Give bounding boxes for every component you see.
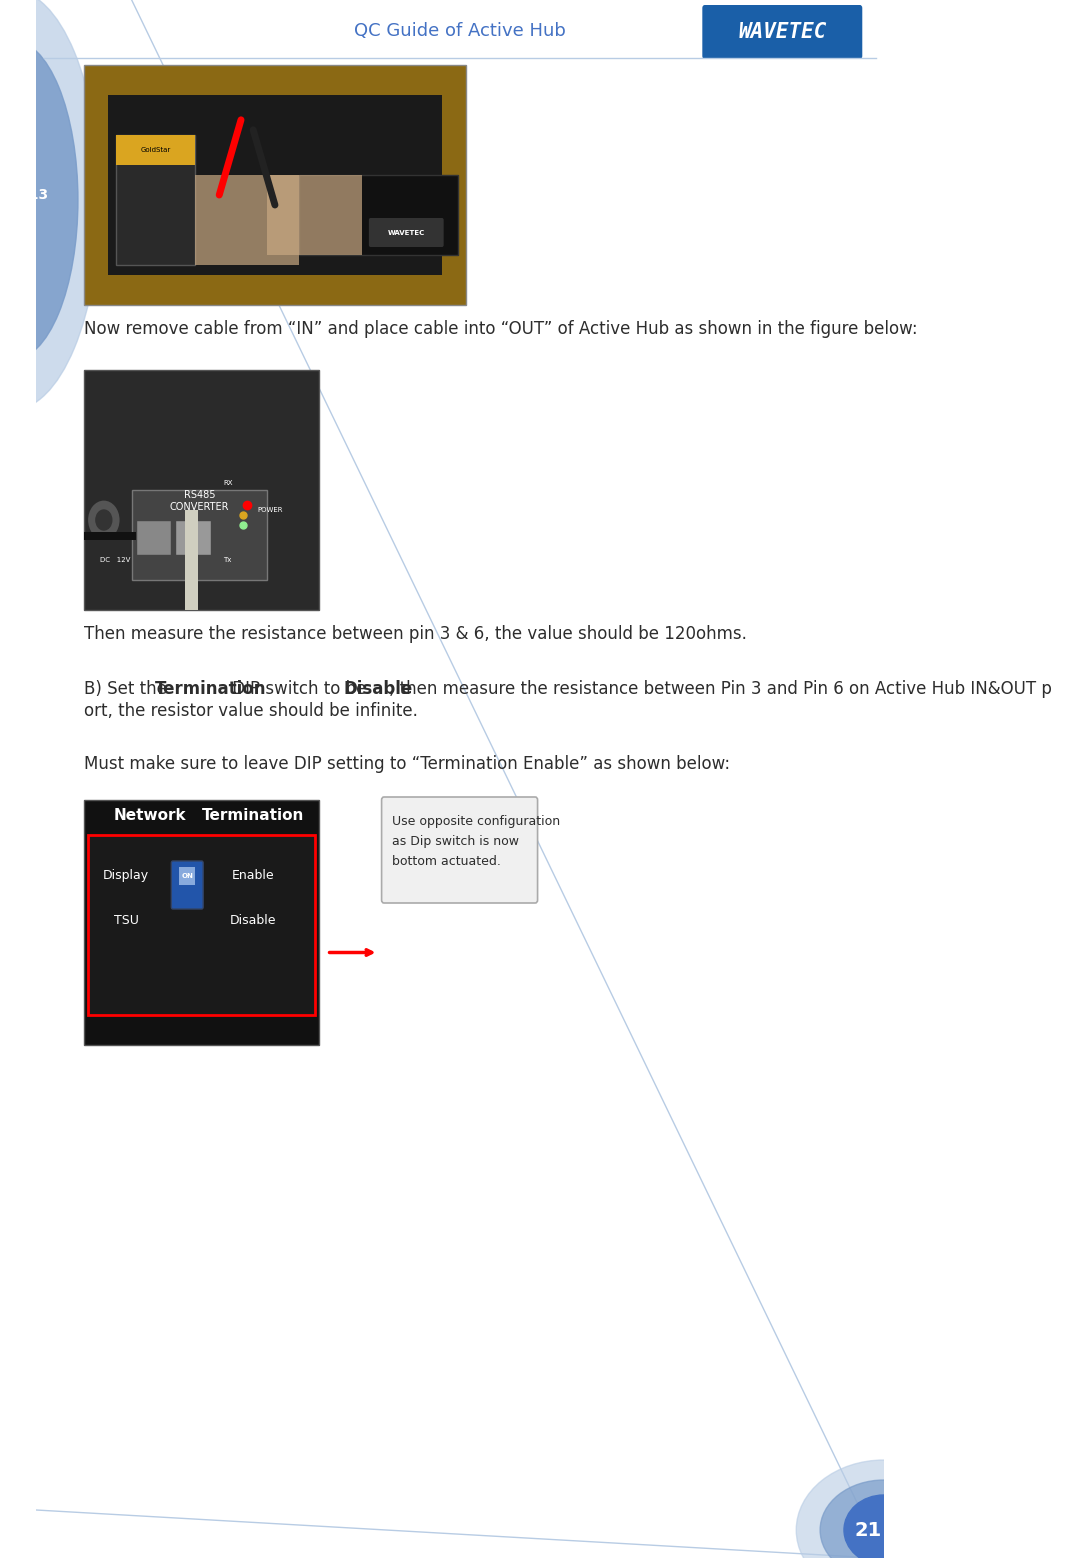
Text: Must make sure to leave DIP setting to “Termination Enable” as shown below:: Must make sure to leave DIP setting to “… [84, 756, 731, 773]
Text: Termination: Termination [155, 679, 267, 698]
Text: QC Guide of Active Hub: QC Guide of Active Hub [354, 22, 566, 41]
Bar [84, 369, 318, 611]
Text: Disable: Disable [230, 913, 276, 927]
Bar [84, 65, 466, 305]
Bar [132, 491, 267, 580]
Text: IN: IN [190, 556, 198, 566]
Text: Display: Display [103, 868, 149, 882]
FancyBboxPatch shape [381, 798, 538, 904]
Bar [84, 799, 318, 1045]
Bar [185, 509, 198, 611]
Text: , then measure the resistance between Pin 3 and Pin 6 on Active Hub IN&OUT p: , then measure the resistance between Pi… [389, 679, 1052, 698]
Circle shape [89, 502, 118, 538]
Text: ON: ON [181, 872, 193, 879]
Bar [116, 136, 195, 265]
Text: Now remove cable from “IN” and place cable into “OUT” of Active Hub as shown in : Now remove cable from “IN” and place cab… [84, 319, 918, 338]
Text: Network: Network [113, 809, 186, 823]
Bar [299, 174, 458, 256]
Text: Disable: Disable [344, 679, 413, 698]
Bar [108, 95, 442, 276]
FancyBboxPatch shape [171, 862, 203, 908]
Ellipse shape [0, 0, 100, 410]
Text: ort, the resistor value should be infinite.: ort, the resistor value should be infini… [84, 703, 417, 720]
Bar [195, 174, 299, 265]
Text: DC   12V: DC 12V [100, 558, 130, 562]
Bar [135, 520, 171, 555]
Text: RX: RX [224, 480, 233, 486]
Circle shape [96, 509, 112, 530]
Bar [88, 805, 315, 835]
FancyBboxPatch shape [702, 5, 863, 59]
Ellipse shape [797, 1460, 971, 1558]
Text: Jul. 13: Jul. 13 [0, 189, 49, 203]
Ellipse shape [843, 1496, 923, 1558]
Text: Tx: Tx [224, 558, 231, 562]
Text: B) Set the: B) Set the [84, 679, 173, 698]
Bar [267, 174, 362, 256]
Bar [176, 520, 211, 555]
Bar [84, 531, 135, 541]
Text: Use opposite configuration: Use opposite configuration [392, 815, 560, 827]
Text: bottom actuated.: bottom actuated. [392, 855, 501, 868]
Text: 21: 21 [854, 1521, 882, 1539]
FancyBboxPatch shape [368, 218, 444, 248]
Text: as Dip switch is now: as Dip switch is now [392, 835, 519, 848]
Bar [88, 835, 315, 1014]
Ellipse shape [0, 41, 78, 360]
Text: Termination: Termination [201, 809, 305, 823]
Text: DIP switch to be: DIP switch to be [227, 679, 372, 698]
Text: RS485
CONVERTER: RS485 CONVERTER [169, 491, 229, 511]
Ellipse shape [820, 1480, 948, 1558]
Text: Then measure the resistance between pin 3 & 6, the value should be 120ohms.: Then measure the resistance between pin … [84, 625, 747, 643]
Bar [179, 866, 195, 885]
Bar [116, 136, 195, 165]
Text: Enable: Enable [232, 868, 275, 882]
Text: WAVETEC: WAVETEC [388, 231, 425, 235]
Text: WAVETEC: WAVETEC [738, 22, 826, 42]
Text: TSU: TSU [114, 913, 138, 927]
Text: POWER: POWER [258, 506, 283, 513]
Text: GoldStar: GoldStar [141, 146, 170, 153]
